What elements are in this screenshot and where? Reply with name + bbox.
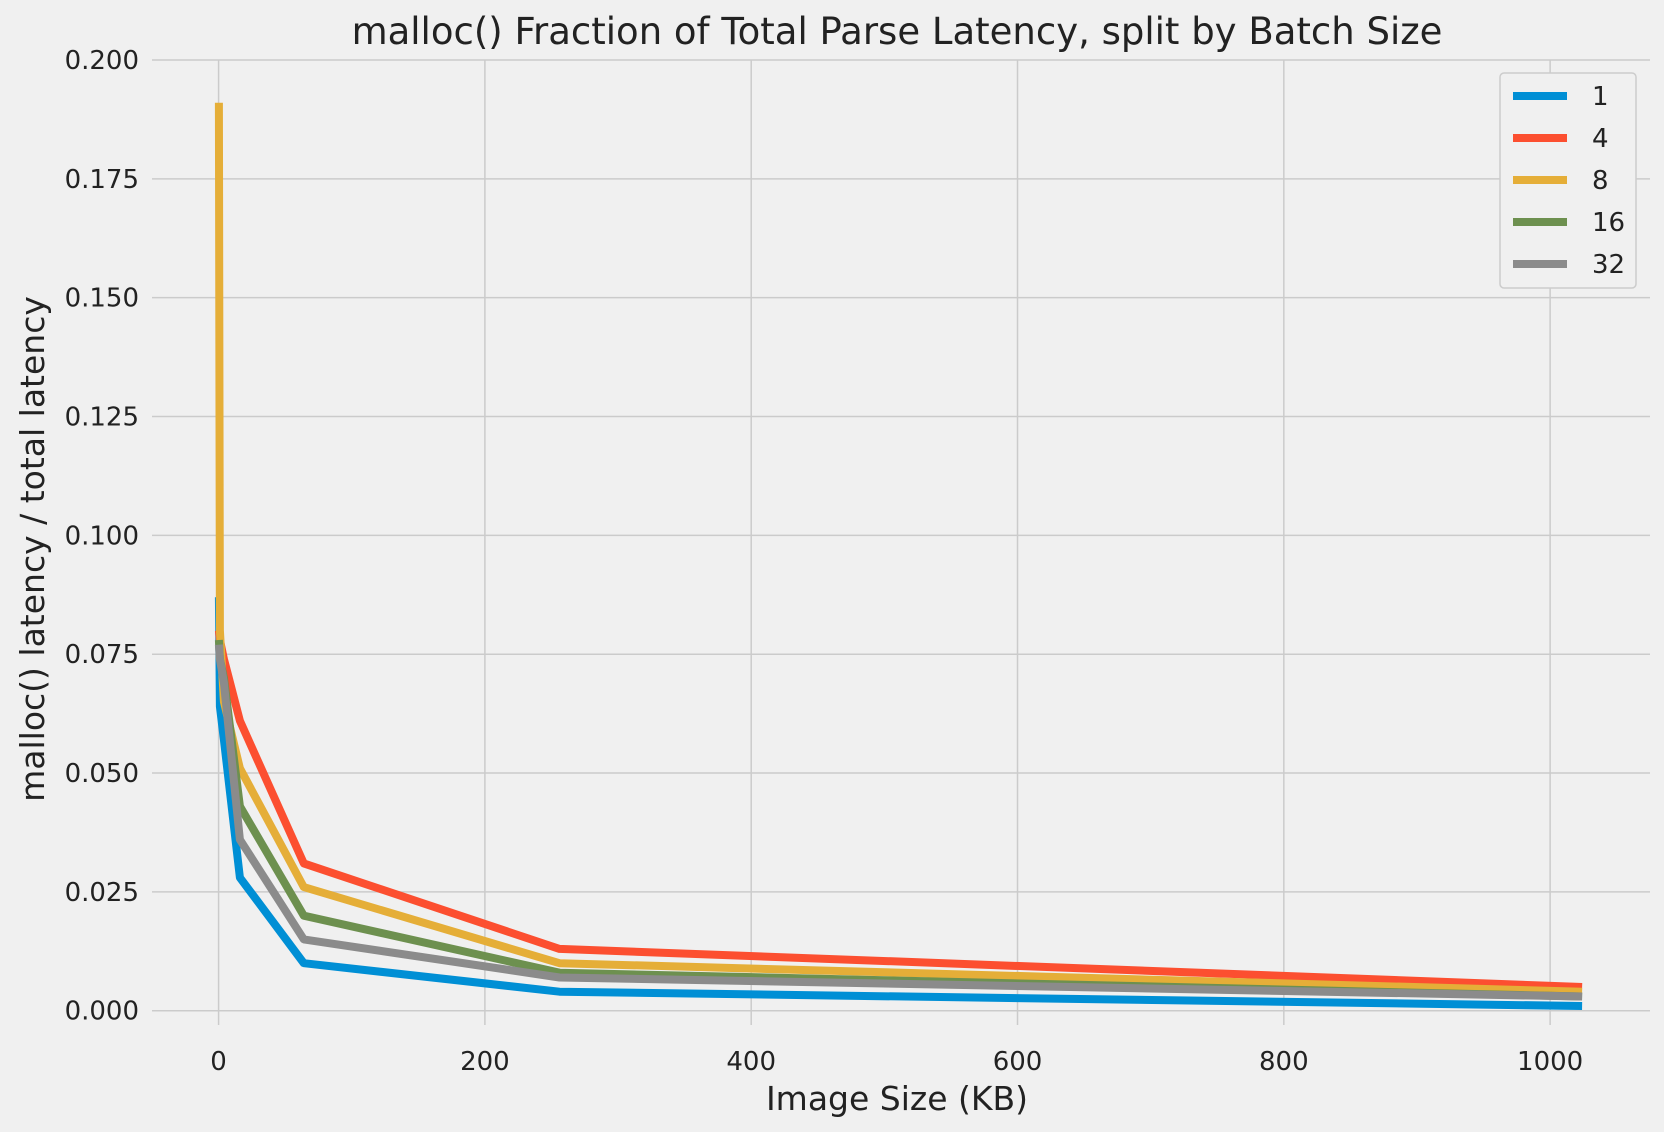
legend-label-16: 16: [1592, 208, 1625, 238]
series-line-32: [214, 644, 1583, 1001]
y-tick-label: 0.125: [65, 403, 139, 433]
y-tick-label: 0.200: [65, 46, 139, 76]
legend-label-1: 1: [1592, 82, 1609, 112]
x-tick-label: 1000: [1517, 1047, 1583, 1077]
grid: [152, 59, 1650, 1025]
series-line-1: [214, 597, 1583, 1010]
series-line-8: [214, 102, 1583, 996]
y-axis-label: malloc() latency / total latency: [13, 296, 52, 802]
y-tick-label: 0.050: [65, 759, 139, 789]
y-tick-label: 0.150: [65, 284, 139, 314]
x-tick-label: 600: [993, 1047, 1043, 1077]
y-tick-label: 0.075: [65, 640, 139, 670]
x-tick-label: 0: [210, 1047, 227, 1077]
legend-label-8: 8: [1592, 166, 1609, 196]
x-axis-label: Image Size (KB): [766, 1079, 1028, 1118]
series-lines: [214, 102, 1583, 1010]
x-tick-label: 800: [1259, 1047, 1309, 1077]
legend-label-4: 4: [1592, 124, 1609, 154]
legend-box: [1499, 72, 1637, 289]
tick-labels: 0 200 400 600 800 1000 0.000 0.025 0.050 0.075 0.1…: [65, 46, 1584, 1077]
y-tick-label: 0.025: [65, 878, 139, 908]
chart-title: malloc() Fraction of Total Parse Latency…: [352, 10, 1443, 53]
legend: 1 4 8 16 32: [1499, 72, 1637, 289]
x-tick-label: 200: [460, 1047, 510, 1077]
y-tick-label: 0.000: [65, 997, 139, 1027]
x-tick-label: 400: [726, 1047, 776, 1077]
y-tick-label: 0.100: [65, 521, 139, 551]
y-tick-label: 0.175: [65, 165, 139, 195]
legend-label-32: 32: [1592, 250, 1625, 280]
legend-items: 1 4 8 16 32: [1513, 82, 1625, 280]
